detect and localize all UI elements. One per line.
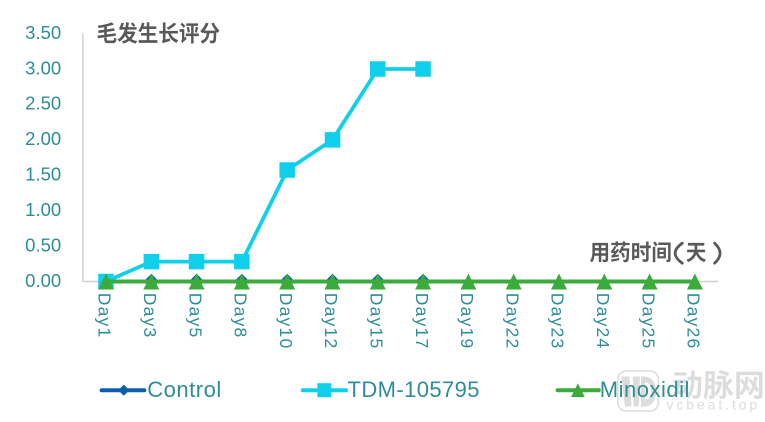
svg-text:2.00: 2.00: [25, 128, 61, 149]
svg-text:Day1: Day1: [95, 293, 115, 339]
svg-text:Day5: Day5: [185, 293, 205, 339]
svg-text:0.00: 0.00: [25, 270, 61, 291]
svg-text:Day19: Day19: [457, 293, 477, 350]
svg-text:TDM-105795: TDM-105795: [348, 377, 480, 402]
svg-text:Day17: Day17: [412, 293, 432, 350]
svg-text:Control: Control: [147, 377, 221, 402]
svg-text:1.00: 1.00: [25, 199, 61, 220]
svg-text:3.50: 3.50: [25, 22, 61, 43]
svg-text:Day23: Day23: [548, 293, 568, 350]
svg-text:Day26: Day26: [684, 293, 704, 350]
svg-text:Day8: Day8: [231, 293, 251, 339]
svg-text:Minoxidil: Minoxidil: [600, 377, 690, 402]
svg-text:1.50: 1.50: [25, 164, 61, 185]
svg-text:Day12: Day12: [321, 293, 341, 350]
svg-text:Day3: Day3: [140, 293, 160, 339]
svg-text:Day25: Day25: [638, 293, 658, 350]
svg-text:2.50: 2.50: [25, 93, 61, 114]
svg-text:vcbeat.top: vcbeat.top: [667, 397, 761, 413]
svg-text:Day15: Day15: [367, 293, 387, 350]
svg-text:Day10: Day10: [276, 293, 296, 350]
svg-text:0.50: 0.50: [25, 234, 61, 255]
svg-text:Day24: Day24: [593, 293, 613, 350]
svg-text:Day22: Day22: [502, 293, 522, 350]
svg-text:3.00: 3.00: [25, 57, 61, 78]
